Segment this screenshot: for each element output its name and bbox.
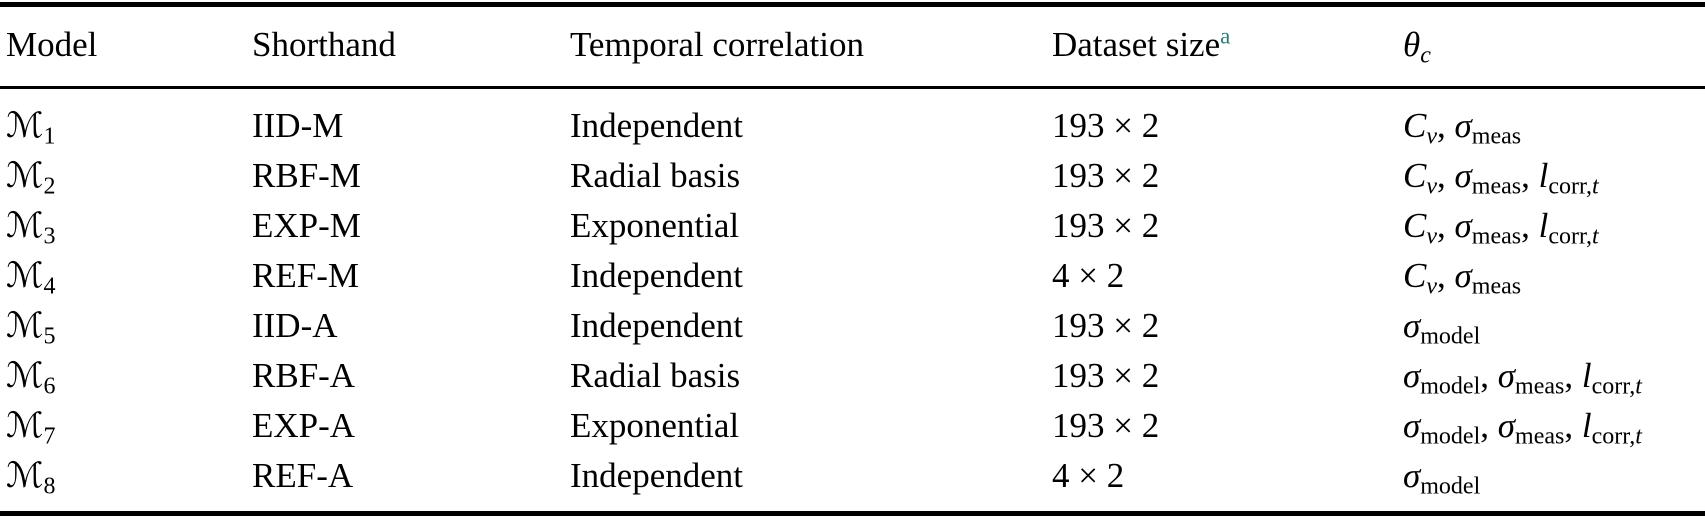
cell-shorthand: REF-M: [252, 256, 359, 295]
table-header-row: Model Shorthand Temporal correlation Dat…: [0, 7, 1705, 86]
cell-model: ℳ2: [6, 156, 56, 200]
cell-shorthand: EXP-M: [252, 206, 361, 245]
cell-shorthand: IID-M: [252, 106, 344, 145]
cell-dataset-size: 193 × 2: [1052, 106, 1160, 145]
cell-dataset-size: 193 × 2: [1052, 156, 1160, 195]
theta-param: σmodel,: [1403, 356, 1498, 400]
cell-model: ℳ8: [6, 456, 56, 500]
script-m-symbol: ℳ: [6, 106, 44, 146]
cell-dataset-size: 193 × 2: [1052, 206, 1160, 245]
cell-theta-params: Cv, σmeas, lcorr,t: [1403, 156, 1705, 200]
table-body: ℳ1 IID-M Independent 193 × 2 Cv, σmeas ℳ…: [0, 89, 1705, 511]
script-m-symbol: ℳ: [6, 206, 44, 246]
cell-model: ℳ7: [6, 406, 56, 450]
theta-param: Cv,: [1403, 106, 1455, 150]
table-row: ℳ5 IID-A Independent 193 × 2 σmodel: [0, 301, 1705, 351]
theta-param: Cv,: [1403, 256, 1455, 300]
cell-temporal-correlation: Independent: [570, 106, 743, 145]
cell-theta-params: Cv, σmeas: [1403, 106, 1705, 150]
theta-param: lcorr,t: [1538, 206, 1599, 250]
column-header-model: Model: [6, 24, 98, 64]
dataset-size-label: Dataset size: [1052, 24, 1221, 64]
cell-theta-params: σmodel, σmeas, lcorr,t: [1403, 356, 1705, 400]
cell-theta-params: σmodel, σmeas, lcorr,t: [1403, 406, 1705, 450]
table-row: ℳ8 REF-A Independent 4 × 2 σmodel: [0, 451, 1705, 501]
script-m-symbol: ℳ: [6, 256, 44, 296]
cell-model: ℳ3: [6, 206, 56, 250]
cell-dataset-size: 193 × 2: [1052, 306, 1160, 345]
theta-param: lcorr,t: [1581, 406, 1642, 450]
theta-param: Cv,: [1403, 206, 1455, 250]
cell-model: ℳ5: [6, 306, 56, 350]
cell-temporal-correlation: Independent: [570, 456, 743, 495]
script-m-symbol: ℳ: [6, 356, 44, 396]
cell-shorthand: RBF-M: [252, 156, 361, 195]
theta-param: σmeas,: [1454, 206, 1539, 250]
cell-temporal-correlation: Radial basis: [570, 156, 741, 195]
theta-symbol: θ: [1403, 24, 1421, 64]
script-m-symbol: ℳ: [6, 456, 44, 496]
theta-param: Cv,: [1403, 156, 1455, 200]
cell-dataset-size: 4 × 2: [1052, 456, 1125, 495]
theta-subscript: c: [1420, 42, 1431, 69]
table-top-rule: [0, 2, 1705, 7]
theta-param: σmeas,: [1497, 406, 1582, 450]
script-m-symbol: ℳ: [6, 306, 44, 346]
cell-shorthand: EXP-A: [252, 406, 356, 445]
table-row: ℳ1 IID-M Independent 193 × 2 Cv, σmeas: [0, 101, 1705, 151]
theta-param: lcorr,t: [1581, 356, 1642, 400]
theta-param: σmeas: [1454, 106, 1522, 150]
cell-temporal-correlation: Exponential: [570, 206, 740, 245]
theta-param: σmeas,: [1454, 156, 1539, 200]
table-row: ℳ2 RBF-M Radial basis 193 × 2 Cv, σmeas,…: [0, 151, 1705, 201]
cell-temporal-correlation: Independent: [570, 306, 743, 345]
column-header-theta-c: θc: [1403, 24, 1705, 69]
cell-theta-params: Cv, σmeas: [1403, 256, 1705, 300]
cell-dataset-size: 193 × 2: [1052, 356, 1160, 395]
theta-param: lcorr,t: [1538, 156, 1599, 200]
table-bottom-rule: [0, 511, 1705, 516]
cell-model: ℳ1: [6, 106, 56, 150]
theta-param: σmeas,: [1497, 356, 1582, 400]
cell-temporal-correlation: Exponential: [570, 406, 740, 445]
theta-param: σmeas: [1454, 256, 1522, 300]
column-header-dataset-size: Dataset sizea: [1052, 22, 1403, 65]
cell-model: ℳ6: [6, 356, 56, 400]
cell-theta-params: σmodel: [1403, 456, 1705, 500]
table-row: ℳ6 RBF-A Radial basis 193 × 2 σmodel, σm…: [0, 351, 1705, 401]
cell-dataset-size: 193 × 2: [1052, 406, 1160, 445]
theta-param: σmodel,: [1403, 406, 1498, 450]
column-header-shorthand: Shorthand: [252, 24, 396, 64]
table-header-rule: [0, 86, 1705, 89]
table-row: ℳ7 EXP-A Exponential 193 × 2 σmodel, σme…: [0, 401, 1705, 451]
cell-temporal-correlation: Radial basis: [570, 356, 741, 395]
cell-shorthand: REF-A: [252, 456, 354, 495]
cell-shorthand: IID-A: [252, 306, 338, 345]
theta-param: σmodel: [1403, 456, 1481, 500]
column-header-temporal-correlation: Temporal correlation: [570, 24, 864, 64]
script-m-symbol: ℳ: [6, 156, 44, 196]
cell-theta-params: Cv, σmeas, lcorr,t: [1403, 206, 1705, 250]
theta-param: σmodel: [1403, 306, 1481, 350]
table-row: ℳ3 EXP-M Exponential 193 × 2 Cv, σmeas, …: [0, 201, 1705, 251]
footnote-marker-a: a: [1220, 22, 1231, 48]
cell-temporal-correlation: Independent: [570, 256, 743, 295]
table-row: ℳ4 REF-M Independent 4 × 2 Cv, σmeas: [0, 251, 1705, 301]
cell-dataset-size: 4 × 2: [1052, 256, 1125, 295]
script-m-symbol: ℳ: [6, 406, 44, 446]
cell-shorthand: RBF-A: [252, 356, 356, 395]
cell-model: ℳ4: [6, 256, 56, 300]
cell-theta-params: σmodel: [1403, 306, 1705, 350]
